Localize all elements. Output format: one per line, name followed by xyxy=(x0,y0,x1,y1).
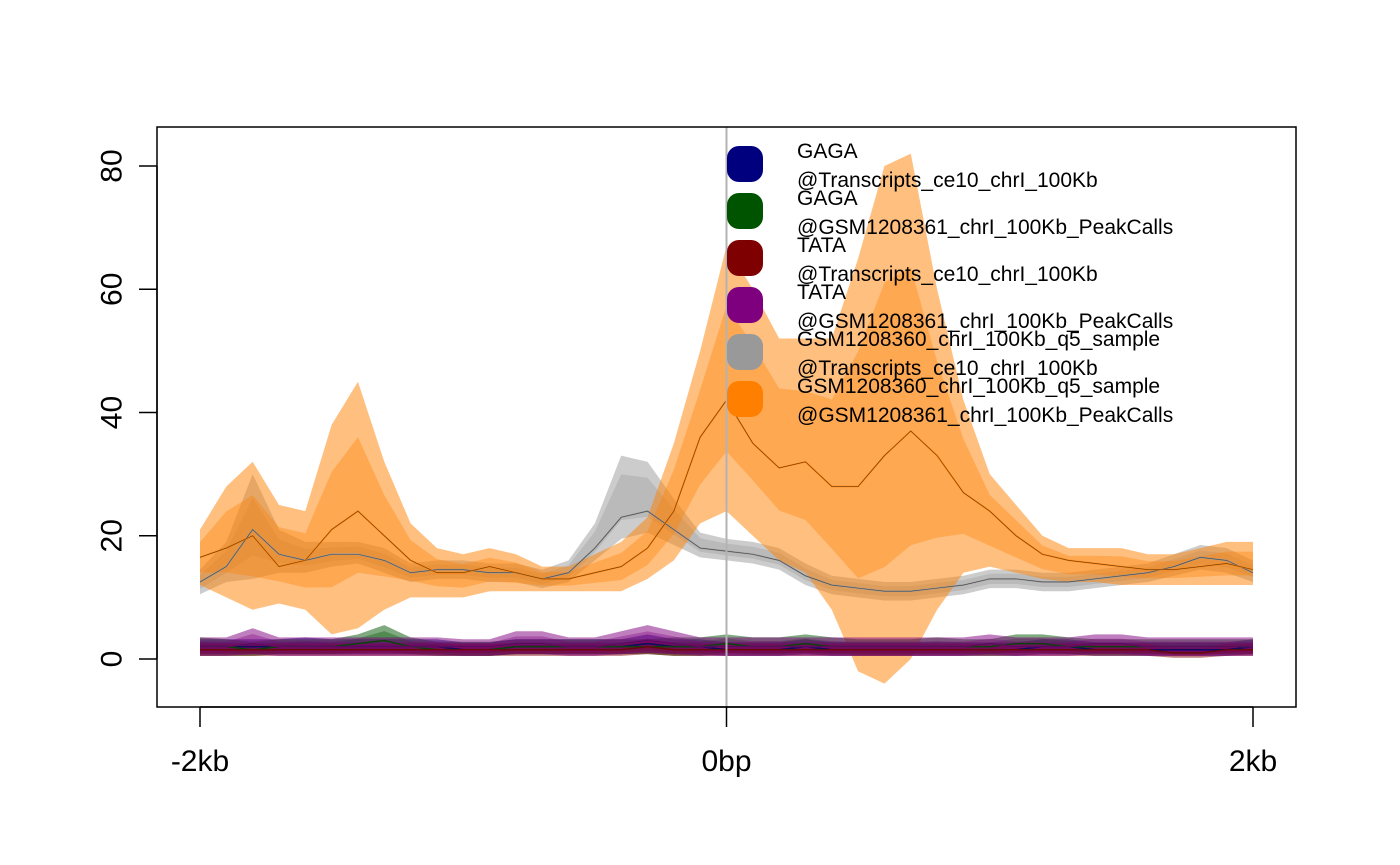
legend-swatch xyxy=(727,240,763,276)
legend-label: GSM1208360_chrI_100Kb_q5_sample xyxy=(797,375,1160,398)
legend-label: @Transcripts_ce10_chrI_100Kb xyxy=(797,357,1098,380)
legend-label: @GSM1208361_chrI_100Kb_PeakCalls xyxy=(797,216,1173,239)
legend-label: GAGA xyxy=(797,140,858,163)
x-tick-label: 2kb xyxy=(1229,745,1277,778)
legend-label: TATA xyxy=(797,234,846,257)
legend-item: GSM1208360_chrI_100Kb_q5_sample @GSM12083… xyxy=(727,375,1173,427)
y-tick-label: 60 xyxy=(96,273,129,306)
legend-swatch xyxy=(727,334,763,370)
legend-item: GAGA @GSM1208361_chrI_100Kb_PeakCalls xyxy=(727,187,1173,239)
legend-label: @GSM1208361_chrI_100Kb_PeakCalls xyxy=(797,310,1173,333)
legend-item: TATA @GSM1208361_chrI_100Kb_PeakCalls xyxy=(727,281,1173,333)
legend-item: TATA @Transcripts_ce10_chrI_100Kb xyxy=(727,234,1098,286)
legend-label: @GSM1208361_chrI_100Kb_PeakCalls xyxy=(797,404,1173,427)
legend-label: @Transcripts_ce10_chrI_100Kb xyxy=(797,263,1098,286)
legend-swatch xyxy=(727,146,763,182)
y-tick-label: 40 xyxy=(96,396,129,429)
y-tick-label: 0 xyxy=(96,651,129,668)
legend: GAGA@Transcripts_ce10_chrI_100KbGAGA@GSM… xyxy=(727,140,1173,427)
x-tick-label: -2kb xyxy=(171,745,229,778)
legend-label: TATA xyxy=(797,281,846,304)
y-tick-label: 20 xyxy=(96,519,129,552)
x-tick-label: 0bp xyxy=(701,745,751,778)
legend-item: GSM1208360_chrI_100Kb_q5_sample @Transcri… xyxy=(727,328,1160,380)
legend-label: @Transcripts_ce10_chrI_100Kb xyxy=(797,169,1098,192)
legend-label: GSM1208360_chrI_100Kb_q5_sample xyxy=(797,328,1160,351)
x-axis: -2kb 0bp 2kb xyxy=(171,706,1277,778)
legend-label: GAGA xyxy=(797,187,858,210)
legend-item: GAGA @Transcripts_ce10_chrI_100Kb xyxy=(727,140,1098,192)
legend-swatch xyxy=(727,381,763,417)
legend-swatch xyxy=(727,287,763,323)
y-axis: 0 20 40 60 80 xyxy=(96,149,158,667)
y-tick-label: 80 xyxy=(96,149,129,182)
legend-swatch xyxy=(727,193,763,229)
